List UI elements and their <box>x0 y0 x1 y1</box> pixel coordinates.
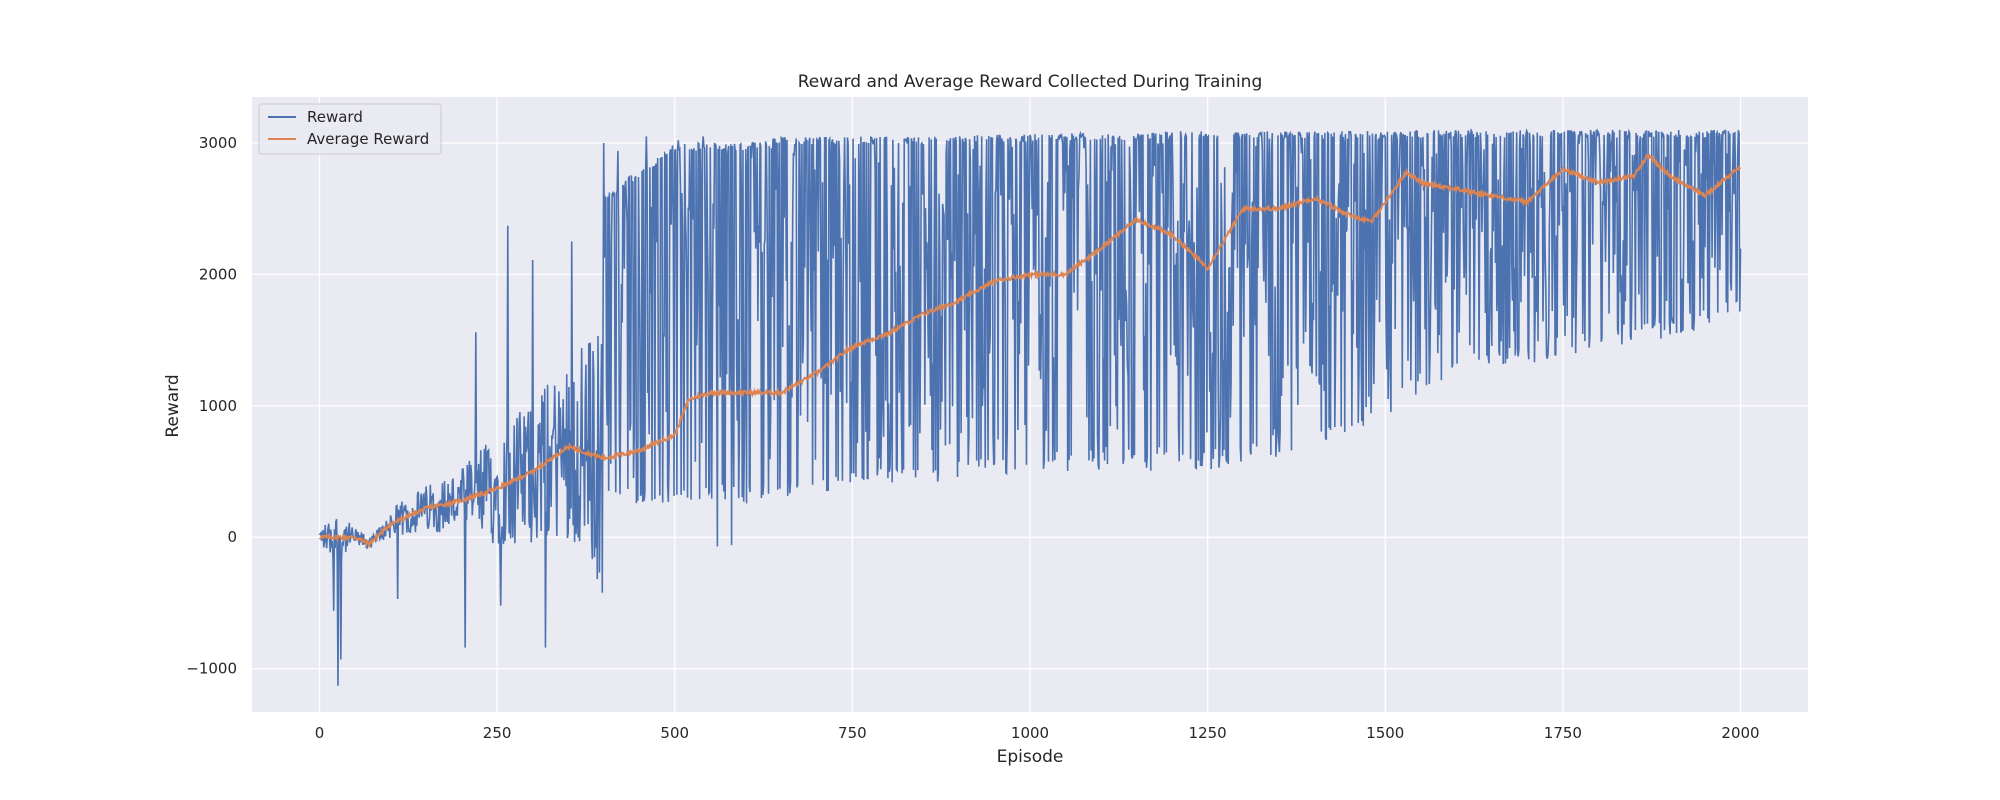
x-axis-title: Episode <box>997 747 1064 767</box>
y-tick-label: 2000 <box>199 265 237 283</box>
y-tick-label: 3000 <box>199 134 237 152</box>
x-tick-label: 1500 <box>1366 724 1404 742</box>
series-line-reward <box>318 127 1742 686</box>
y-tick-label: 1000 <box>199 397 237 415</box>
legend-label-reward: Reward <box>307 108 363 126</box>
y-axis-title: Reward <box>163 374 183 437</box>
x-tick-label: 1250 <box>1189 724 1227 742</box>
x-tick-label: 750 <box>838 724 867 742</box>
x-tick-label: 0 <box>315 724 325 742</box>
x-tick-label: 1750 <box>1544 724 1582 742</box>
x-tick-label: 500 <box>660 724 689 742</box>
legend-label-average-reward: Average Reward <box>307 130 429 148</box>
plot-area <box>318 127 1742 686</box>
legend-box <box>258 103 442 155</box>
legend: Reward Average Reward <box>258 103 442 155</box>
y-tick-label: −1000 <box>186 660 237 678</box>
series-line-average-reward <box>318 153 1742 549</box>
x-tick-labels: 0 250 500 750 1000 1250 1500 1750 2000 <box>315 724 1760 742</box>
x-tick-label: 250 <box>483 724 512 742</box>
x-tick-label: 1000 <box>1011 724 1049 742</box>
chart-title: Reward and Average Reward Collected Duri… <box>798 72 1263 92</box>
y-tick-label: 0 <box>227 528 237 546</box>
y-tick-labels: −1000 0 1000 2000 3000 <box>186 134 237 678</box>
x-tick-label: 2000 <box>1721 724 1759 742</box>
